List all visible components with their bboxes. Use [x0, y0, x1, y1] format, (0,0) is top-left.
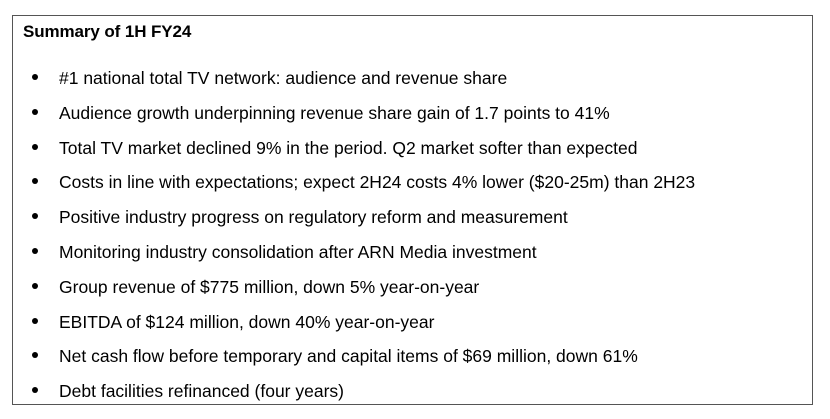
bullet-text: EBITDA of $124 million, down 40% year-on… [59, 311, 435, 332]
bullet-text: Net cash flow before temporary and capit… [59, 346, 638, 367]
bullet-icon [32, 282, 38, 289]
bullet-icon [32, 143, 38, 150]
bullet-text: Debt facilities refinanced (four years) [59, 381, 344, 402]
bullet-text: #1 national total TV network: audience a… [59, 68, 508, 88]
bullet-text: Audience growth underpinning revenue sha… [59, 102, 610, 123]
summary-box: Summary of 1H FY24 #1 national total TV … [12, 15, 813, 405]
bullet-icon [32, 74, 38, 80]
bullet-icon [32, 387, 38, 394]
summary-title: Summary of 1H FY24 [23, 22, 192, 41]
bullet-icon [32, 247, 38, 254]
bullet-text: Total TV market declined 9% in the perio… [59, 137, 638, 158]
bullet-icon [32, 108, 38, 115]
bullet-icon [32, 178, 38, 185]
bullet-icon [32, 213, 38, 220]
bullet-icon [32, 352, 38, 359]
bullet-text: Costs in line with expectations; expect … [59, 172, 696, 193]
bullet-text: Monitoring industry consolidation after … [59, 241, 537, 262]
bullet-icon [32, 317, 38, 324]
bullet-text: Group revenue of $775 million, down 5% y… [59, 276, 480, 297]
bullet-text: Positive industry progress on regulatory… [59, 207, 568, 228]
